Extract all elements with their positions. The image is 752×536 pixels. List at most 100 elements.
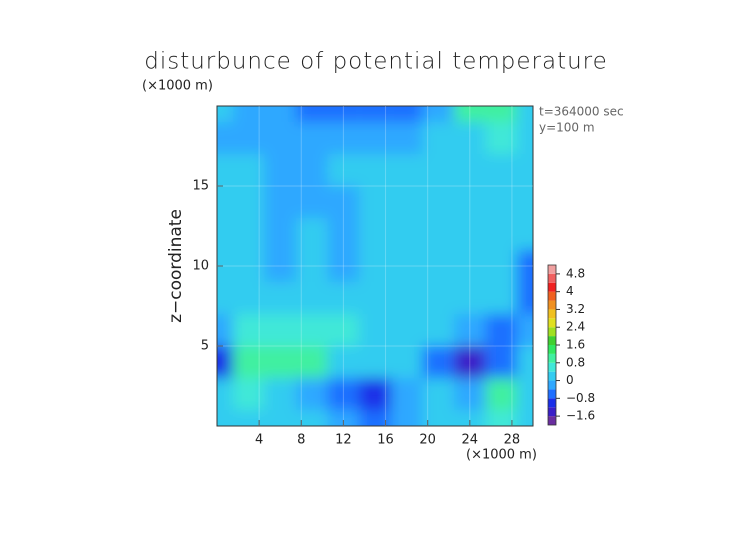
field-cell xyxy=(327,106,360,122)
field-cell xyxy=(454,250,486,282)
field-cell xyxy=(359,378,391,410)
field-cell xyxy=(422,346,454,378)
colorbar-tick-label: 0 xyxy=(566,373,574,387)
field-cell xyxy=(296,346,328,378)
field-cell xyxy=(422,154,454,186)
field-cell xyxy=(296,282,328,314)
x-tick-label: 4 xyxy=(255,433,263,448)
field-cell xyxy=(264,106,296,122)
colorbar-box xyxy=(548,265,556,274)
field-cell xyxy=(359,122,391,154)
colorbar-box xyxy=(548,389,556,399)
field-cell xyxy=(296,410,328,426)
field-cell xyxy=(359,106,391,122)
field-cell xyxy=(517,218,533,250)
field-cell xyxy=(485,314,518,346)
field-cell xyxy=(517,314,533,346)
colorbar-box xyxy=(548,291,556,301)
field-cell xyxy=(217,346,233,378)
field-cell xyxy=(485,106,518,122)
colorbar-box xyxy=(548,300,556,310)
field-cell xyxy=(232,282,265,314)
field-cell xyxy=(217,186,233,218)
field-cell xyxy=(517,410,533,426)
field-cell xyxy=(264,186,296,218)
field-cell xyxy=(264,378,296,410)
annotation: y=100 m xyxy=(539,121,595,135)
field-cell xyxy=(390,186,423,218)
field-cell xyxy=(217,314,233,346)
colorbar-tick-label: 1.6 xyxy=(566,338,585,352)
field-cell xyxy=(390,218,423,250)
x-tick-label: 28 xyxy=(504,433,521,448)
x-tick-label: 24 xyxy=(462,433,479,448)
field-cell xyxy=(296,154,328,186)
x-tick-label: 16 xyxy=(377,433,394,448)
axes: 4 8 12 16 20 24 28 5 10 15 4.8 4 3.2 2.4 1.6 0.8 0 −0.8 −1… xyxy=(192,105,595,448)
annotation: t=364000 sec xyxy=(539,105,624,119)
field-cell xyxy=(327,346,360,378)
field-cell xyxy=(327,250,360,282)
field-cell xyxy=(422,218,454,250)
field-cell xyxy=(485,378,518,410)
field-cell xyxy=(422,122,454,154)
field-cell xyxy=(232,218,265,250)
field-cell xyxy=(454,410,486,426)
field-cell xyxy=(517,250,533,282)
colorbar-box xyxy=(548,309,556,319)
field-cell xyxy=(327,218,360,250)
field-cell xyxy=(390,250,423,282)
colorbar-box xyxy=(548,398,556,408)
colorbar-tick-label: 0.8 xyxy=(566,355,585,369)
field-cell xyxy=(390,378,423,410)
field-cell xyxy=(422,314,454,346)
field-cell xyxy=(359,186,391,218)
field-cell xyxy=(217,410,233,426)
y-axis-label: z−coordinate xyxy=(166,209,186,323)
field-cell xyxy=(454,282,486,314)
field-cell xyxy=(422,410,454,426)
x-tick-label: 12 xyxy=(335,433,352,448)
field-cell xyxy=(232,122,265,154)
field-cell xyxy=(485,154,518,186)
field-cell xyxy=(264,410,296,426)
field-cell xyxy=(517,186,533,218)
field-cell xyxy=(327,186,360,218)
field-cell xyxy=(327,378,360,410)
field-cell xyxy=(454,122,486,154)
field-cell xyxy=(422,378,454,410)
field-cell xyxy=(217,250,233,282)
field-cell xyxy=(232,154,265,186)
colorbar-box xyxy=(548,318,556,328)
x-tick-label: 20 xyxy=(419,433,436,448)
field-cell xyxy=(217,154,233,186)
field-cell xyxy=(232,410,265,426)
field-cell xyxy=(454,218,486,250)
colorbar-tick-label: 3.2 xyxy=(566,302,585,316)
field-cell xyxy=(454,186,486,218)
field-cell xyxy=(359,282,391,314)
field-cell xyxy=(390,154,423,186)
field-cell xyxy=(217,122,233,154)
field-cell xyxy=(359,250,391,282)
field-cell xyxy=(359,218,391,250)
field-cell xyxy=(485,410,518,426)
field-cell xyxy=(264,282,296,314)
colorbar-box xyxy=(548,362,556,372)
field-cell xyxy=(264,346,296,378)
colorbar-box xyxy=(548,345,556,354)
y-tick-label: 5 xyxy=(201,339,209,354)
field-cell xyxy=(422,282,454,314)
colorbar-box xyxy=(548,407,556,417)
colorbar-box xyxy=(548,416,556,425)
field-cell xyxy=(485,122,518,154)
field-cell xyxy=(517,282,533,314)
field-cell xyxy=(296,314,328,346)
colorbar-box xyxy=(548,380,556,390)
field-cell xyxy=(264,314,296,346)
y-unit: (×1000 m) xyxy=(142,79,213,94)
field-cell xyxy=(359,154,391,186)
field-cell xyxy=(264,250,296,282)
field-cell xyxy=(296,250,328,282)
